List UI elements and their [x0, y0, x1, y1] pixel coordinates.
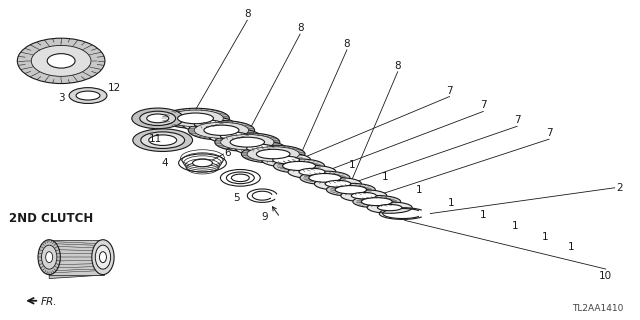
- Text: 8: 8: [394, 61, 401, 71]
- Text: 11: 11: [149, 134, 163, 144]
- Text: 8: 8: [297, 23, 303, 33]
- Ellipse shape: [353, 196, 401, 208]
- Ellipse shape: [168, 110, 223, 127]
- Ellipse shape: [246, 144, 274, 152]
- Text: 7: 7: [480, 100, 486, 110]
- Ellipse shape: [69, 88, 107, 103]
- Ellipse shape: [99, 252, 106, 263]
- Text: 7: 7: [514, 115, 520, 125]
- Ellipse shape: [162, 108, 229, 128]
- Ellipse shape: [247, 147, 300, 161]
- Ellipse shape: [47, 54, 75, 68]
- Ellipse shape: [235, 141, 285, 155]
- Ellipse shape: [288, 165, 336, 179]
- Ellipse shape: [141, 132, 184, 148]
- Ellipse shape: [17, 38, 105, 84]
- Ellipse shape: [92, 240, 114, 275]
- Ellipse shape: [45, 252, 52, 263]
- Text: TL2AA1410: TL2AA1410: [572, 304, 623, 313]
- Text: 1: 1: [349, 160, 355, 170]
- Ellipse shape: [367, 202, 412, 213]
- Ellipse shape: [140, 111, 175, 125]
- Ellipse shape: [283, 161, 316, 171]
- Ellipse shape: [326, 183, 375, 196]
- Ellipse shape: [215, 133, 280, 151]
- Ellipse shape: [309, 173, 341, 182]
- Ellipse shape: [42, 245, 57, 269]
- Ellipse shape: [325, 180, 351, 187]
- Text: FR.: FR.: [41, 297, 58, 307]
- Text: 1: 1: [568, 242, 574, 252]
- Ellipse shape: [300, 171, 350, 185]
- Ellipse shape: [148, 135, 177, 146]
- Text: 7: 7: [446, 85, 452, 96]
- Text: 8: 8: [344, 39, 350, 49]
- Ellipse shape: [220, 132, 248, 140]
- Text: 1: 1: [381, 172, 388, 182]
- Text: 7: 7: [546, 128, 552, 138]
- Ellipse shape: [204, 125, 239, 135]
- Ellipse shape: [147, 114, 169, 123]
- Ellipse shape: [132, 108, 184, 129]
- Ellipse shape: [341, 190, 387, 202]
- Text: 2ND CLUTCH: 2ND CLUTCH: [10, 212, 93, 225]
- Text: 1: 1: [480, 210, 486, 220]
- Text: 1: 1: [512, 221, 518, 231]
- Ellipse shape: [31, 45, 91, 76]
- Ellipse shape: [314, 178, 362, 190]
- Ellipse shape: [193, 159, 212, 167]
- Ellipse shape: [335, 186, 367, 194]
- Ellipse shape: [221, 134, 274, 150]
- Ellipse shape: [257, 149, 290, 159]
- Ellipse shape: [178, 113, 214, 124]
- Bar: [49, 240, 104, 275]
- Text: 9: 9: [261, 212, 268, 221]
- Ellipse shape: [362, 198, 392, 205]
- Text: 5: 5: [233, 193, 239, 203]
- Ellipse shape: [194, 122, 248, 138]
- Text: 1: 1: [448, 198, 455, 208]
- Ellipse shape: [133, 129, 193, 151]
- Ellipse shape: [378, 204, 402, 211]
- Text: 3: 3: [58, 93, 65, 103]
- Ellipse shape: [182, 116, 235, 132]
- Text: 4: 4: [161, 158, 168, 168]
- Ellipse shape: [299, 168, 325, 175]
- Ellipse shape: [351, 192, 376, 199]
- Text: 6: 6: [225, 148, 231, 158]
- Text: 2: 2: [617, 183, 623, 193]
- Ellipse shape: [230, 137, 264, 147]
- Ellipse shape: [262, 153, 310, 167]
- Ellipse shape: [195, 120, 223, 129]
- Ellipse shape: [241, 145, 305, 163]
- Polygon shape: [49, 271, 103, 279]
- Text: 10: 10: [599, 271, 612, 281]
- Ellipse shape: [76, 91, 100, 100]
- Ellipse shape: [273, 159, 324, 173]
- Text: 12: 12: [108, 83, 121, 92]
- Ellipse shape: [209, 129, 260, 144]
- Ellipse shape: [273, 156, 300, 164]
- Text: 1: 1: [541, 232, 548, 242]
- Ellipse shape: [38, 240, 60, 275]
- Ellipse shape: [95, 245, 111, 269]
- Text: 1: 1: [416, 185, 423, 195]
- Ellipse shape: [188, 121, 255, 140]
- Text: 8: 8: [244, 9, 251, 19]
